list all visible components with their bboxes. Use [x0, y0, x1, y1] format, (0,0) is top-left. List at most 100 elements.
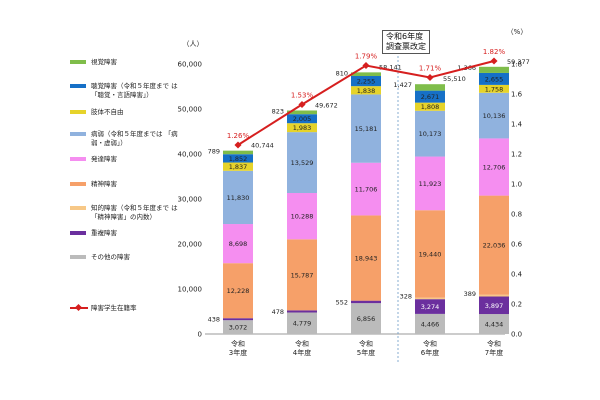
- bar-segment-mental: [415, 210, 445, 298]
- data-label-developmental: 10,288: [291, 213, 314, 221]
- y2-tick-label: 1.0: [511, 181, 522, 189]
- rate-point: [426, 73, 434, 82]
- category-label: 6年度: [421, 348, 439, 357]
- data-label-illness: 10,173: [419, 130, 442, 138]
- rate-point: [298, 100, 306, 109]
- y-tick-label: 10,000: [178, 286, 203, 294]
- legend-swatch: [70, 206, 86, 210]
- bar-segment-illness: [287, 132, 317, 194]
- rate-label: 1.53%: [291, 92, 314, 100]
- category-label: 3年度: [229, 348, 247, 357]
- bar-segment-physical: [479, 84, 509, 93]
- legend-label: 精神障害: [91, 180, 117, 188]
- rate-point: [234, 141, 242, 149]
- data-label-multiple: 3,897: [485, 302, 504, 310]
- bar-segment-intellectual: [415, 297, 445, 300]
- bar-segment-multiple: [415, 299, 445, 314]
- bar-segment-mental: [287, 239, 317, 311]
- category-label: 令和: [231, 339, 245, 348]
- bar-segment-mental: [351, 215, 381, 301]
- legend: 視覚障害 聴覚障害（令和５年度まで は「聴覚・言語障害」） 肢体不自由 病弱（令和５年…: [70, 0, 188, 400]
- data-label-multiple: 3,274: [421, 303, 440, 311]
- y-tick-label: 50,000: [178, 106, 203, 114]
- y2-tick-label: 1.6: [511, 91, 523, 99]
- data-label-intellectual: 328: [400, 293, 412, 301]
- data-label-mental: 19,440: [419, 250, 442, 258]
- bar-segment-other: [351, 303, 381, 334]
- y2-tick-label: 0.6: [511, 241, 523, 249]
- data-label-other: 6,856: [357, 315, 376, 323]
- y-tick-label: 20,000: [178, 241, 203, 249]
- data-label-hearing: 1,852: [229, 155, 248, 163]
- total-label: 49,672: [315, 101, 338, 109]
- bar-segment-intellectual: [479, 294, 509, 297]
- data-label-developmental: 12,706: [483, 164, 506, 172]
- data-label-other: 4,779: [293, 320, 312, 328]
- bar-segment-developmental: [479, 138, 509, 196]
- total-label: 58,141: [379, 63, 402, 71]
- bar-segment-hearing: [479, 72, 509, 85]
- y2-tick-label: 0.2: [511, 301, 522, 309]
- bar-segment-hearing: [223, 154, 253, 163]
- legend-swatch: [70, 231, 86, 235]
- data-label-developmental: 11,706: [355, 186, 378, 194]
- data-label-physical: 1,983: [293, 124, 312, 132]
- bar-segment-illness: [351, 94, 381, 163]
- data-label-mental: 12,228: [227, 287, 250, 295]
- data-label-visual: 789: [208, 148, 220, 156]
- legend-swatch: [70, 60, 86, 64]
- legend-label: 聴覚障害（令和５年度まで は「聴覚・言語障害」）: [91, 82, 178, 99]
- bar-segment-multiple: [479, 296, 509, 315]
- legend-swatch: [70, 84, 86, 88]
- data-label-illness: 15,181: [355, 125, 378, 133]
- bar-segment-illness: [415, 110, 445, 157]
- data-label-illness: 13,529: [291, 159, 314, 167]
- bar-segment-developmental: [351, 162, 381, 216]
- bar-segment-hearing: [287, 114, 317, 124]
- legend-swatch: [70, 157, 86, 161]
- data-label-other: 4,466: [421, 320, 440, 328]
- bar-segment-hearing: [351, 76, 381, 87]
- data-label-physical: 1,837: [229, 163, 248, 171]
- data-label-other: 3,072: [229, 324, 248, 332]
- legend-swatch: [70, 132, 86, 136]
- total-label: 40,744: [251, 142, 274, 150]
- data-label-physical: 1,838: [357, 87, 376, 95]
- bar-segment-hearing: [415, 90, 445, 103]
- bar-segment-other: [223, 320, 253, 334]
- data-label-hearing: 2,005: [293, 115, 312, 123]
- legend-rate-marker: [74, 303, 83, 312]
- data-label-mental: 15,787: [291, 271, 314, 279]
- y2-tick-label: 0.8: [511, 211, 522, 219]
- data-label-developmental: 8,698: [229, 240, 248, 248]
- y2-tick-label: 0.4: [511, 271, 523, 279]
- y2-tick-label: 0.0: [511, 331, 522, 339]
- data-label-multiple: 478: [272, 308, 284, 316]
- y-tick-label: 30,000: [178, 196, 203, 204]
- rate-point: [490, 57, 498, 65]
- data-label-visual: 810: [336, 69, 348, 77]
- bar-segment-developmental: [287, 193, 317, 240]
- category-label: 令和: [423, 339, 437, 348]
- total-label: 55,510: [443, 75, 466, 83]
- legend-label: 知的障害（令和５年度まで は「精神障害」の内数）: [91, 204, 178, 221]
- bar-segment-developmental: [223, 224, 253, 264]
- bar-segment-mental: [479, 195, 509, 295]
- legend-swatch: [70, 255, 86, 259]
- category-label: 7年度: [485, 348, 503, 357]
- data-label-other: 4,434: [485, 321, 504, 329]
- data-label-intellectual: 389: [464, 290, 476, 298]
- data-label-illness: 11,830: [227, 194, 250, 202]
- bar-segment-illness: [223, 170, 253, 225]
- bar-segment-other: [287, 312, 317, 334]
- bar-segment-developmental: [415, 156, 445, 211]
- bar-segment-illness: [479, 92, 509, 139]
- bar-segment-physical: [415, 102, 445, 111]
- data-label-physical: 1,808: [421, 103, 440, 111]
- category-label: 令和: [359, 339, 373, 348]
- bar-segment-visual: [479, 66, 509, 73]
- legend-label: その他の障害: [91, 253, 130, 261]
- data-label-developmental: 11,923: [419, 180, 442, 188]
- y2-tick-label: 1.4: [511, 121, 523, 129]
- y-tick-label: 40,000: [178, 151, 203, 159]
